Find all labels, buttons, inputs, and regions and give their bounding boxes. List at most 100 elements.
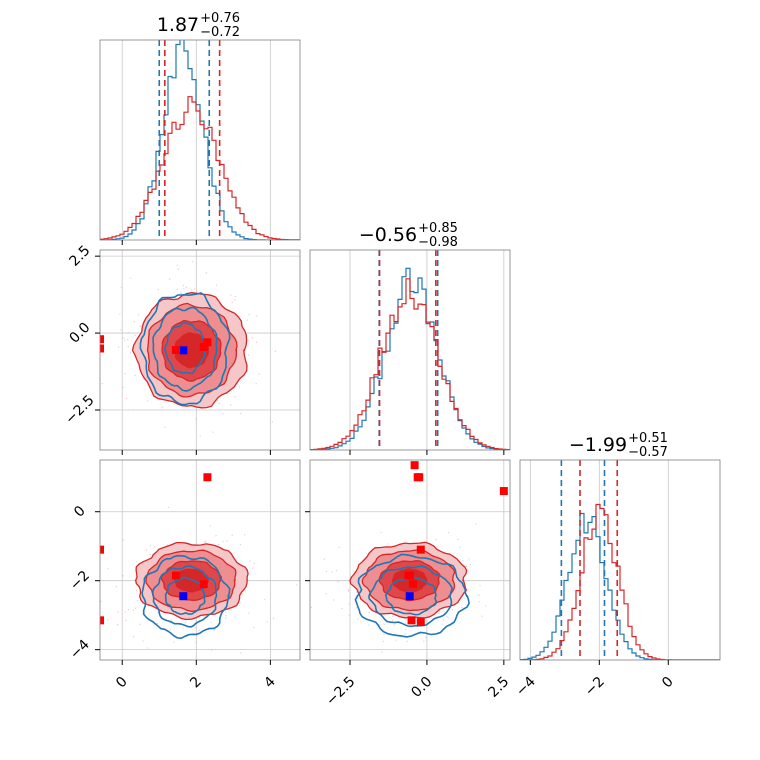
title-median: −0.56 bbox=[359, 224, 417, 246]
marker-marker_red bbox=[415, 473, 424, 482]
x-tick-label: 4 bbox=[261, 674, 279, 692]
sample-point bbox=[180, 292, 183, 295]
sample-point bbox=[127, 345, 129, 348]
contour-blue-middle bbox=[368, 565, 454, 628]
sample-point bbox=[405, 629, 407, 631]
sample-point bbox=[241, 593, 243, 596]
sample-point bbox=[253, 563, 255, 565]
sample-point bbox=[167, 506, 170, 509]
title-plus: +0.85 bbox=[418, 221, 458, 236]
sample-point bbox=[256, 315, 258, 317]
sample-point bbox=[149, 553, 152, 556]
panel-2-0 bbox=[99, 459, 301, 661]
sample-point bbox=[135, 590, 138, 592]
density-area bbox=[310, 461, 508, 676]
sample-point bbox=[463, 597, 465, 600]
panel-frame bbox=[309, 459, 511, 661]
marker-marker_red bbox=[203, 338, 212, 347]
sample-point bbox=[210, 649, 213, 652]
sample-point bbox=[133, 320, 136, 323]
sample-point bbox=[255, 341, 258, 344]
sample-point bbox=[337, 580, 339, 583]
sample-point bbox=[143, 490, 144, 491]
y-tick-label: 2.5 bbox=[66, 243, 93, 270]
sample-point bbox=[441, 623, 443, 625]
marker-marker_red bbox=[416, 618, 425, 627]
panel-frame bbox=[99, 249, 301, 451]
marker-marker_red bbox=[100, 545, 104, 554]
sample-point bbox=[134, 334, 136, 337]
sample-point bbox=[234, 616, 236, 618]
sample-point bbox=[468, 558, 470, 560]
sample-point bbox=[234, 295, 237, 298]
sample-point bbox=[129, 277, 132, 279]
density-area bbox=[100, 473, 298, 654]
sample-point bbox=[123, 337, 125, 339]
title-errors-0: +0.76−0.72 bbox=[200, 11, 240, 40]
sample-point bbox=[478, 601, 480, 603]
sample-point bbox=[183, 288, 185, 290]
sample-point bbox=[225, 617, 227, 619]
sample-point bbox=[239, 543, 242, 546]
sample-point bbox=[249, 560, 251, 562]
marker-marker_blue bbox=[179, 592, 188, 601]
marker-marker_red bbox=[409, 580, 418, 589]
sample-point bbox=[177, 268, 180, 271]
sample-point bbox=[192, 260, 194, 263]
contour-blue-outer bbox=[139, 292, 231, 406]
contour-blue-outer bbox=[141, 554, 231, 640]
sample-point bbox=[239, 652, 242, 654]
title-minus: −0.72 bbox=[200, 25, 240, 40]
panel-2-1 bbox=[309, 459, 511, 676]
sample-point bbox=[170, 619, 172, 621]
x-tick-label: 2.5 bbox=[485, 674, 512, 701]
sample-point bbox=[258, 373, 260, 375]
histogram-blue bbox=[100, 40, 300, 240]
histogram-area bbox=[100, 40, 300, 240]
sample-point bbox=[153, 546, 155, 548]
marker-marker_red bbox=[407, 616, 416, 625]
sample-point bbox=[331, 571, 333, 573]
x-tick-label: 0.0 bbox=[408, 674, 435, 701]
sample-point bbox=[348, 603, 351, 605]
sample-point bbox=[252, 567, 254, 569]
sample-point bbox=[431, 675, 432, 676]
sample-point bbox=[169, 278, 171, 280]
sample-point bbox=[178, 498, 179, 499]
sample-point bbox=[481, 615, 483, 617]
sample-point bbox=[442, 619, 445, 621]
sample-point bbox=[218, 402, 221, 405]
sample-point bbox=[134, 607, 137, 609]
y-tick-label: −4 bbox=[67, 637, 93, 663]
sample-point bbox=[404, 622, 407, 624]
sample-point bbox=[479, 584, 481, 587]
sample-point bbox=[132, 609, 135, 612]
sample-point bbox=[238, 386, 241, 388]
sample-point bbox=[393, 624, 396, 626]
panel-title-0: 1.87 bbox=[157, 14, 199, 36]
sample-point bbox=[469, 563, 472, 566]
histogram-red bbox=[310, 278, 510, 450]
sample-point bbox=[296, 584, 298, 586]
sample-point bbox=[169, 628, 172, 631]
sample-point bbox=[248, 612, 250, 614]
sample-point bbox=[248, 313, 250, 316]
sample-point bbox=[137, 314, 140, 316]
sample-point bbox=[142, 640, 144, 642]
contour-blue-middle bbox=[151, 565, 218, 628]
sample-point bbox=[124, 339, 126, 341]
sample-point bbox=[349, 596, 352, 598]
sample-point bbox=[204, 540, 207, 542]
histogram-area bbox=[310, 250, 510, 450]
title-minus: −0.98 bbox=[418, 235, 458, 250]
sample-point bbox=[387, 543, 389, 545]
sample-point bbox=[157, 288, 159, 291]
sample-point bbox=[149, 544, 152, 546]
sample-point bbox=[391, 619, 393, 622]
sample-point bbox=[478, 594, 480, 596]
sample-point bbox=[244, 534, 246, 536]
sample-point bbox=[404, 633, 406, 635]
sample-point bbox=[438, 612, 440, 615]
sample-point bbox=[182, 284, 185, 287]
sample-point bbox=[380, 531, 382, 534]
